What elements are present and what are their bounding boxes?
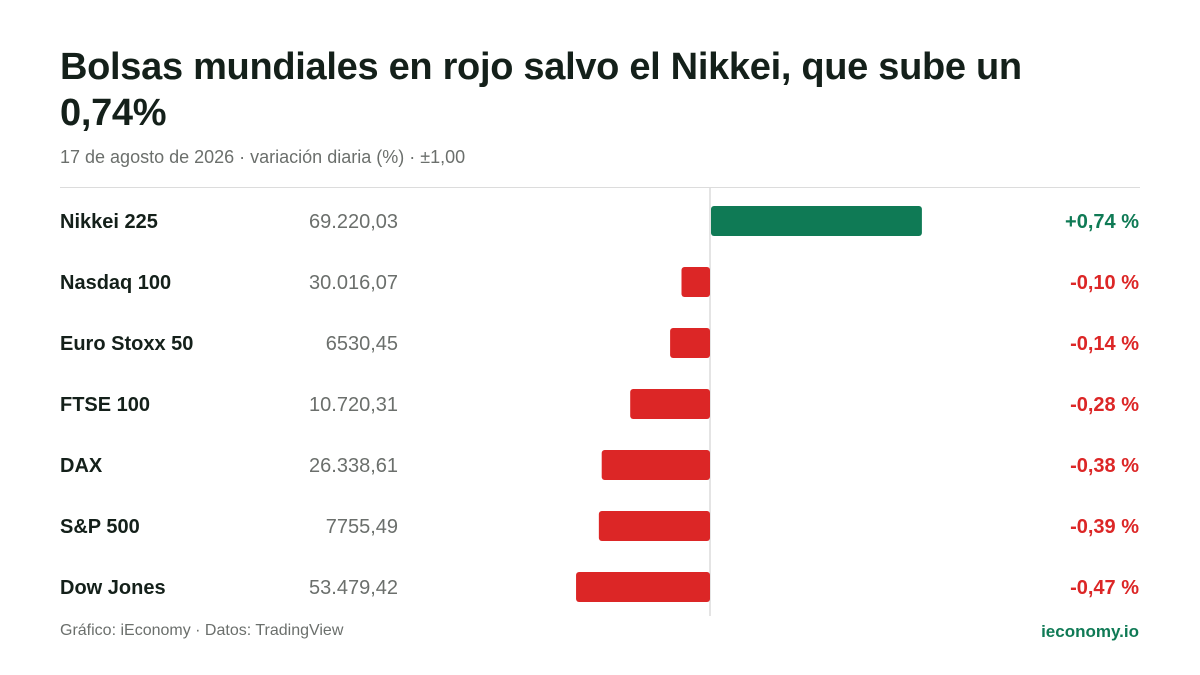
index-name-label: Nasdaq 100 bbox=[60, 272, 171, 294]
index-level-label: 30.016,07 bbox=[309, 272, 398, 294]
brand-link[interactable]: ieconomy.io bbox=[1041, 622, 1139, 641]
bar-chart: Nikkei 225 69.220,03 +0,74 % Nasdaq 100 30.0… bbox=[60, 188, 1139, 616]
change-value-label: +0,74 % bbox=[1065, 211, 1139, 233]
index-name-label: Euro Stoxx 50 bbox=[60, 333, 193, 355]
index-name-label: FTSE 100 bbox=[60, 394, 150, 416]
index-level-label: 10.720,31 bbox=[309, 394, 398, 416]
chart-row: S&P 500 7755,49 -0,39 % bbox=[60, 511, 1139, 541]
index-level-label: 26.338,61 bbox=[309, 455, 398, 477]
chart-row: FTSE 100 10.720,31 -0,28 % bbox=[60, 389, 1139, 419]
chart-subtitle: 17 de agosto de 2026 · variación diaria … bbox=[60, 147, 466, 167]
change-value-label: -0,47 % bbox=[1070, 577, 1139, 599]
change-value-label: -0,10 % bbox=[1070, 272, 1139, 294]
index-name-label: Dow Jones bbox=[60, 577, 166, 599]
index-name-label: DAX bbox=[60, 455, 103, 477]
chart-row: DAX 26.338,61 -0,38 % bbox=[60, 450, 1139, 480]
index-name-label: Nikkei 225 bbox=[60, 211, 158, 233]
change-value-label: -0,38 % bbox=[1070, 455, 1139, 477]
chart-row: Euro Stoxx 50 6530,45 -0,14 % bbox=[60, 328, 1139, 358]
bar bbox=[598, 511, 710, 541]
chart-row: Nasdaq 100 30.016,07 -0,10 % bbox=[60, 267, 1139, 297]
change-value-label: -0,28 % bbox=[1070, 394, 1139, 416]
change-value-label: -0,14 % bbox=[1070, 333, 1139, 355]
index-name-label: S&P 500 bbox=[60, 516, 140, 538]
bar bbox=[681, 267, 710, 297]
index-level-label: 6530,45 bbox=[326, 333, 398, 355]
change-value-label: -0,39 % bbox=[1070, 516, 1139, 538]
bar bbox=[576, 572, 710, 602]
source-credit: Gráfico: iEconomy · Datos: TradingView bbox=[60, 622, 344, 639]
index-level-label: 53.479,42 bbox=[309, 577, 398, 599]
index-level-label: 7755,49 bbox=[326, 516, 398, 538]
bar bbox=[670, 328, 710, 358]
bar bbox=[711, 206, 922, 236]
bar bbox=[630, 389, 710, 419]
header-divider bbox=[60, 187, 1140, 188]
chart-row: Nikkei 225 69.220,03 +0,74 % bbox=[60, 206, 1139, 236]
index-level-label: 69.220,03 bbox=[309, 211, 398, 233]
chart-row: Dow Jones 53.479,42 -0,47 % bbox=[60, 572, 1139, 602]
bar bbox=[601, 450, 710, 480]
chart-title: Bolsas mundiales en rojo salvo el Nikkei… bbox=[60, 46, 1022, 134]
